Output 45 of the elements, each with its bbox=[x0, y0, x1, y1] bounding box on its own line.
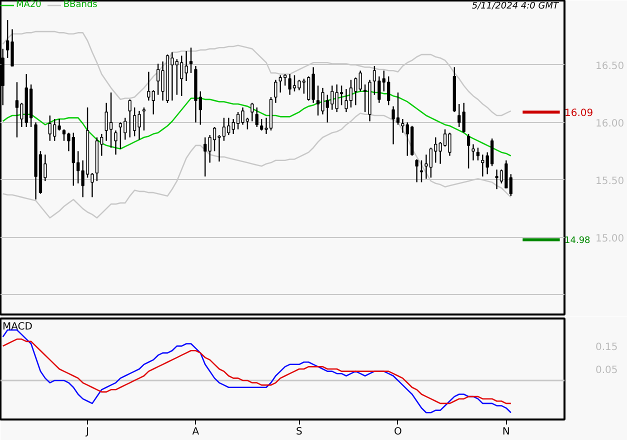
candlestick bbox=[147, 71, 150, 102]
y-tick-label: 15.50 bbox=[596, 176, 624, 187]
candlestick bbox=[189, 47, 193, 74]
y-tick-label: 16.00 bbox=[596, 118, 624, 130]
x-tick-label: A bbox=[192, 426, 200, 438]
candlestick bbox=[466, 133, 470, 170]
x-tick-label: N bbox=[502, 426, 510, 438]
ref-line-label: 16.09 bbox=[564, 108, 594, 120]
candlestick bbox=[462, 102, 466, 134]
candlestick bbox=[62, 128, 66, 142]
candlestick bbox=[509, 174, 512, 197]
y-tick-label: 0.15 bbox=[596, 342, 618, 354]
candlestick bbox=[490, 138, 494, 167]
candlestick bbox=[255, 106, 258, 128]
legend-label: BBands bbox=[63, 0, 98, 10]
candlestick bbox=[472, 144, 475, 161]
ref-line-label: 14.98 bbox=[564, 236, 591, 246]
candlestick bbox=[481, 154, 484, 178]
y-tick-label: 16.50 bbox=[596, 60, 624, 72]
candlestick bbox=[415, 158, 418, 183]
candlestick bbox=[358, 70, 362, 92]
annotation: 5/11/2024 4:0 GMT bbox=[472, 2, 560, 12]
candlestick bbox=[128, 98, 132, 138]
candlestick bbox=[142, 106, 146, 132]
candlestick bbox=[386, 76, 390, 106]
x-tick-label: S bbox=[296, 426, 302, 438]
y-tick-label: 15.00 bbox=[596, 233, 624, 244]
candlestick bbox=[274, 79, 278, 104]
candlestick bbox=[458, 103, 461, 128]
y-tick-label: 0.05 bbox=[596, 365, 618, 376]
candlestick bbox=[340, 85, 344, 106]
candlestick bbox=[15, 82, 19, 138]
x-tick-label: J bbox=[85, 426, 89, 438]
x-tick-label: O bbox=[394, 426, 402, 438]
candlestick bbox=[114, 130, 118, 156]
candlestick bbox=[118, 122, 122, 150]
legend-label: MA20 bbox=[16, 0, 42, 10]
candlestick bbox=[420, 160, 424, 183]
line-series bbox=[2, 338, 512, 404]
candlestick bbox=[109, 92, 113, 148]
line-series bbox=[2, 329, 512, 414]
chart-title: MACD bbox=[2, 322, 33, 332]
candlestick bbox=[152, 90, 155, 115]
candlestick bbox=[250, 102, 254, 122]
candlestick bbox=[476, 147, 480, 161]
